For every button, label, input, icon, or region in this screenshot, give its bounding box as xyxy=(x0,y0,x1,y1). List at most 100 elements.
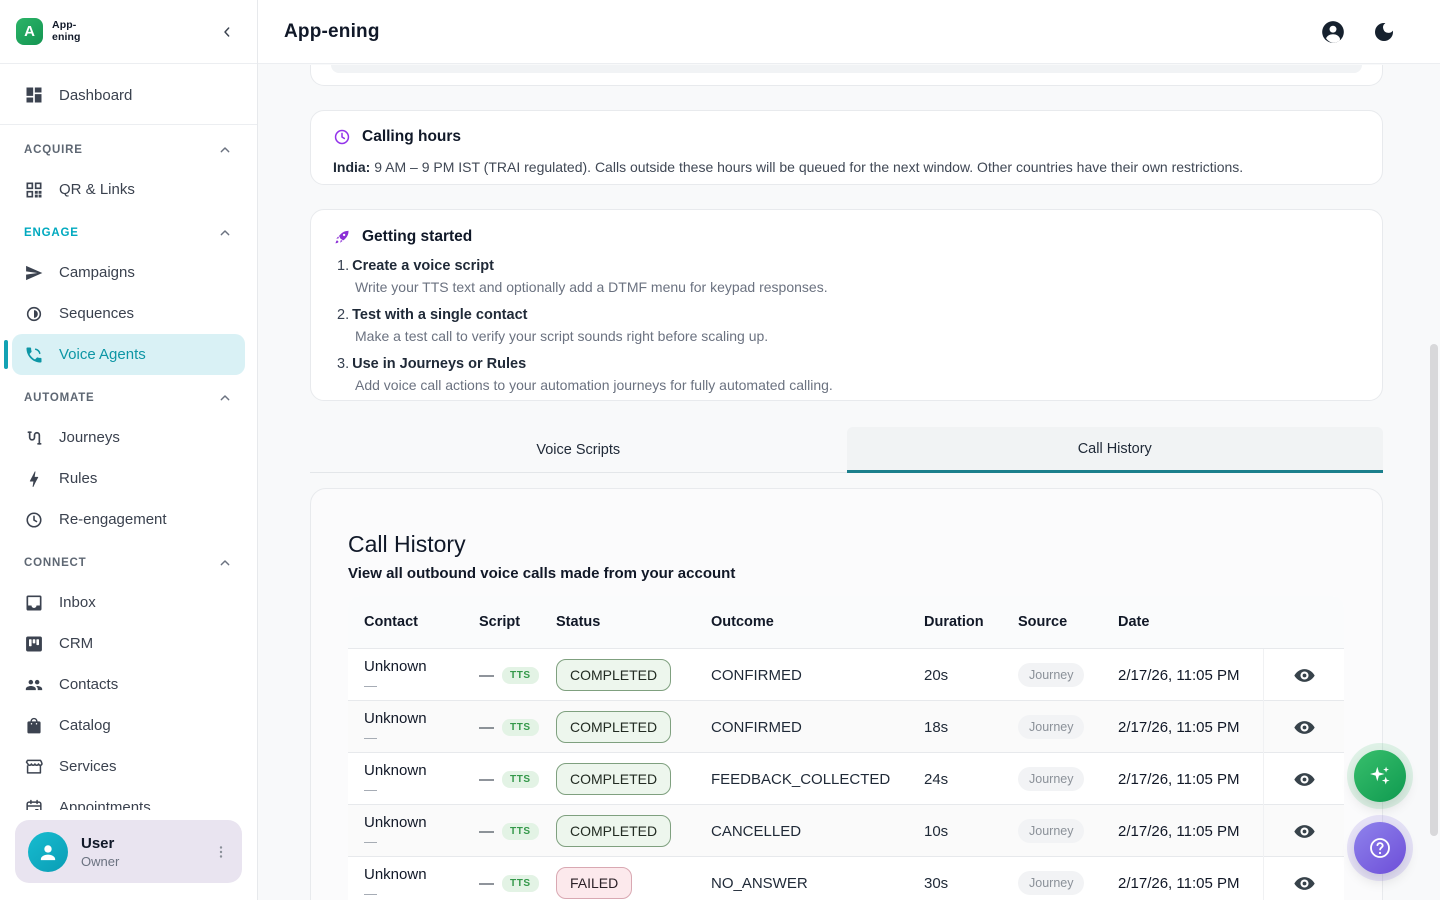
sidebar-item-dashboard[interactable]: Dashboard xyxy=(12,73,245,117)
sidebar-item-campaigns[interactable]: Campaigns xyxy=(12,252,245,293)
sidebar-item-inbox[interactable]: Inbox xyxy=(12,582,245,623)
help-button[interactable] xyxy=(1354,822,1406,874)
view-call-button[interactable] xyxy=(1291,870,1318,897)
scrollbar-thumb[interactable] xyxy=(1430,344,1438,836)
sidebar-item-label: Voice Agents xyxy=(59,346,146,363)
outcome-value: NO_ANSWER xyxy=(711,875,924,892)
sidebar-item-label: Appointments xyxy=(59,799,151,810)
sidebar-item-services[interactable]: Services xyxy=(12,746,245,787)
sidebar-item-crm[interactable]: CRM xyxy=(12,623,245,664)
outcome-value: CONFIRMED xyxy=(711,667,924,684)
date-value: 2/17/26, 11:05 PM xyxy=(1118,823,1263,840)
storefront-icon xyxy=(24,757,44,777)
sidebar-nav: Dashboard ACQUIRE QR & Links ENGAGE C xyxy=(0,64,257,810)
question-mark-icon xyxy=(1367,835,1393,861)
sidebar-item-label: Sequences xyxy=(59,305,134,322)
duration-value: 24s xyxy=(924,771,1018,788)
eye-icon xyxy=(1293,716,1316,739)
view-call-button[interactable] xyxy=(1291,766,1318,793)
tab-voice-scripts[interactable]: Voice Scripts xyxy=(310,427,847,473)
sidebar-collapse-button[interactable] xyxy=(213,18,241,46)
date-value: 2/17/26, 11:05 PM xyxy=(1118,875,1263,892)
scrolled-card-inner xyxy=(331,65,1362,73)
sparkles-icon xyxy=(1367,763,1393,789)
qr-code-icon xyxy=(24,180,44,200)
rocket-icon xyxy=(333,228,351,246)
table-row: Unknown— —TTS COMPLETED CANCELLED 10s Jo… xyxy=(348,804,1344,856)
view-call-button[interactable] xyxy=(1291,818,1318,845)
sidebar-item-catalog[interactable]: Catalog xyxy=(12,705,245,746)
getting-started-title: Getting started xyxy=(362,228,472,246)
col-contact: Contact xyxy=(364,614,479,630)
date-value: 2/17/26, 11:05 PM xyxy=(1118,771,1263,788)
ai-assistant-button[interactable] xyxy=(1354,750,1406,802)
sidebar-item-label: QR & Links xyxy=(59,181,135,198)
eye-icon xyxy=(1293,872,1316,895)
sidebar-item-sequences[interactable]: Sequences xyxy=(12,293,245,334)
section-acquire[interactable]: ACQUIRE xyxy=(12,130,245,169)
user-card[interactable]: User Owner xyxy=(15,820,242,883)
chevron-up-icon xyxy=(217,142,233,158)
source-pill: Journey xyxy=(1018,871,1084,895)
user-meta: User Owner xyxy=(81,835,199,869)
tab-call-history[interactable]: Call History xyxy=(847,427,1384,473)
sidebar-item-label: Dashboard xyxy=(59,87,132,104)
date-value: 2/17/26, 11:05 PM xyxy=(1118,719,1263,736)
col-outcome: Outcome xyxy=(711,614,924,630)
tts-badge: TTS xyxy=(502,875,539,892)
view-call-button[interactable] xyxy=(1291,662,1318,689)
source-pill: Journey xyxy=(1018,767,1084,791)
status-badge: COMPLETED xyxy=(556,763,671,795)
account-icon[interactable] xyxy=(1320,19,1346,45)
main-content: Calling hours India: 9 AM – 9 PM IST (TR… xyxy=(258,65,1440,900)
sidebar-item-label: Services xyxy=(59,758,117,775)
sidebar-item-voice-agents[interactable]: Voice Agents xyxy=(12,334,245,375)
country-label: India: xyxy=(333,159,370,175)
table-row: Unknown— —TTS FAILED NO_ANSWER 30s Journ… xyxy=(348,856,1344,900)
tts-badge: TTS xyxy=(502,771,539,788)
user-name: User xyxy=(81,835,199,852)
kebab-menu-icon[interactable] xyxy=(212,843,230,861)
calling-hours-card: Calling hours India: 9 AM – 9 PM IST (TR… xyxy=(310,110,1383,185)
people-icon xyxy=(24,675,44,695)
avatar xyxy=(28,832,68,872)
outcome-value: FEEDBACK_COLLECTED xyxy=(711,771,924,788)
sidebar-item-appointments[interactable]: Appointments xyxy=(12,787,245,810)
route-icon xyxy=(24,428,44,448)
sidebar-item-qr-links[interactable]: QR & Links xyxy=(12,169,245,210)
sidebar-item-rules[interactable]: Rules xyxy=(12,458,245,499)
kanban-icon xyxy=(24,634,44,654)
outcome-value: CONFIRMED xyxy=(711,719,924,736)
call-history-table: Contact Script Status Outcome Duration S… xyxy=(348,596,1344,900)
calendar-icon xyxy=(24,798,44,811)
sidebar: A App- ening Dashboard ACQUIRE xyxy=(0,0,258,900)
sidebar-item-re-engagement[interactable]: Re-engagement xyxy=(12,499,245,540)
sequence-icon xyxy=(24,304,44,324)
section-engage[interactable]: ENGAGE xyxy=(12,213,245,252)
topbar: App-ening xyxy=(258,0,1440,64)
view-call-button[interactable] xyxy=(1291,714,1318,741)
source-pill: Journey xyxy=(1018,819,1084,843)
tts-badge: TTS xyxy=(502,667,539,684)
chevron-left-icon xyxy=(219,24,235,40)
step-2: 2.Test with a single contact Make a test… xyxy=(333,307,1360,344)
section-connect[interactable]: CONNECT xyxy=(12,543,245,582)
status-badge: FAILED xyxy=(556,867,632,899)
app-logo-text: App- ening xyxy=(52,20,81,44)
sidebar-item-journeys[interactable]: Journeys xyxy=(12,417,245,458)
bag-icon xyxy=(24,716,44,736)
status-badge: COMPLETED xyxy=(556,815,671,847)
sidebar-item-contacts[interactable]: Contacts xyxy=(12,664,245,705)
call-history-card: Call History View all outbound voice cal… xyxy=(310,488,1383,900)
table-header: Contact Script Status Outcome Duration S… xyxy=(348,596,1344,648)
section-automate[interactable]: AUTOMATE xyxy=(12,378,245,417)
eye-icon xyxy=(1293,664,1316,687)
date-value: 2/17/26, 11:05 PM xyxy=(1118,667,1263,684)
col-actions xyxy=(1263,596,1344,648)
status-badge: COMPLETED xyxy=(556,711,671,743)
sidebar-item-label: Rules xyxy=(59,470,97,487)
moon-icon[interactable] xyxy=(1372,19,1398,45)
col-duration: Duration xyxy=(924,614,1018,630)
clock-icon xyxy=(24,510,44,530)
source-pill: Journey xyxy=(1018,663,1084,687)
